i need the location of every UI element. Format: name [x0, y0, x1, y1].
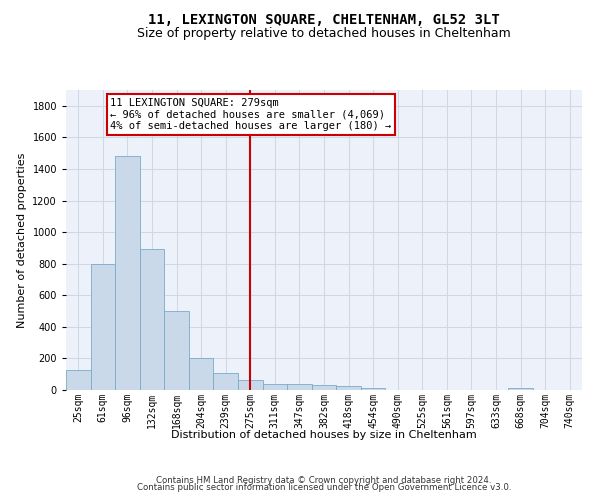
- Bar: [214, 374, 238, 390]
- Text: Size of property relative to detached houses in Cheltenham: Size of property relative to detached ho…: [137, 28, 511, 40]
- Bar: [140, 250, 164, 390]
- Y-axis label: Number of detached properties: Number of detached properties: [17, 152, 27, 328]
- Bar: [91, 264, 115, 390]
- Bar: [164, 311, 189, 390]
- Bar: [361, 388, 385, 390]
- Bar: [508, 388, 533, 390]
- Bar: [312, 386, 336, 390]
- Bar: [115, 156, 140, 390]
- Bar: [287, 384, 312, 390]
- Bar: [66, 370, 91, 390]
- Text: Contains public sector information licensed under the Open Government Licence v3: Contains public sector information licen…: [137, 484, 511, 492]
- Bar: [189, 358, 214, 390]
- Text: Contains HM Land Registry data © Crown copyright and database right 2024.: Contains HM Land Registry data © Crown c…: [156, 476, 492, 485]
- Bar: [238, 380, 263, 390]
- Text: 11, LEXINGTON SQUARE, CHELTENHAM, GL52 3LT: 11, LEXINGTON SQUARE, CHELTENHAM, GL52 3…: [148, 12, 500, 26]
- Text: 11 LEXINGTON SQUARE: 279sqm
← 96% of detached houses are smaller (4,069)
4% of s: 11 LEXINGTON SQUARE: 279sqm ← 96% of det…: [110, 98, 391, 131]
- Bar: [263, 384, 287, 390]
- Bar: [336, 386, 361, 390]
- Text: Distribution of detached houses by size in Cheltenham: Distribution of detached houses by size …: [171, 430, 477, 440]
